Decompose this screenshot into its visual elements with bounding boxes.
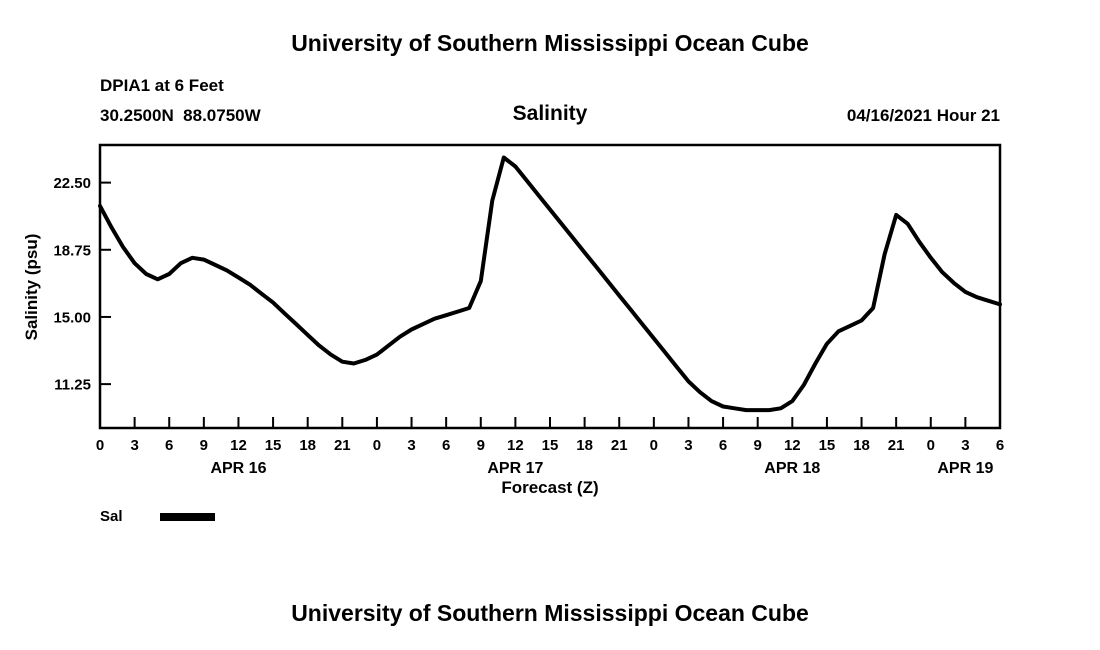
x-tick-label: 9	[477, 437, 485, 454]
day-label: APR 17	[487, 460, 543, 477]
day-label: APR 16	[210, 460, 266, 477]
x-tick-label: 15	[819, 437, 836, 454]
x-tick-label: 18	[853, 437, 870, 454]
x-tick-label: 21	[611, 437, 628, 454]
x-axis-label: Forecast (Z)	[501, 478, 599, 497]
x-tick-label: 0	[373, 437, 381, 454]
day-label: APR 18	[764, 460, 820, 477]
x-tick-label: 15	[265, 437, 282, 454]
legend-line-swatch	[160, 513, 215, 521]
y-tick-label: 11.25	[54, 377, 91, 394]
chart-title: Salinity	[512, 102, 588, 125]
salinity-series-line	[98, 155, 1002, 413]
x-tick-label: 9	[754, 437, 762, 454]
x-tick-label: 15	[542, 437, 559, 454]
x-tick-label: 0	[96, 437, 104, 454]
x-tick-label: 18	[299, 437, 316, 454]
x-tick-label: 3	[684, 437, 692, 454]
footer-title: University of Southern Mississippi Ocean…	[291, 600, 809, 626]
day-label: APR 19	[937, 460, 993, 477]
page-title: University of Southern Mississippi Ocean…	[291, 30, 809, 56]
station-coordinates: 30.2500N 88.0750W	[100, 106, 261, 125]
y-tick-label: 22.50	[53, 175, 91, 192]
x-tick-label: 12	[230, 437, 247, 454]
forecast-datetime: 04/16/2021 Hour 21	[846, 106, 1000, 125]
x-tick-label: 3	[961, 437, 969, 454]
x-tick-label: 12	[507, 437, 524, 454]
y-tick-label: 15.00	[53, 309, 91, 326]
x-tick-label: 0	[927, 437, 935, 454]
x-tick-label: 21	[334, 437, 351, 454]
x-tick-label: 9	[200, 437, 208, 454]
y-axis-label: Salinity (psu)	[22, 233, 41, 341]
x-tick-label: 3	[130, 437, 138, 454]
x-tick-label: 21	[888, 437, 905, 454]
y-tick-label: 18.75	[53, 242, 91, 259]
x-tick-label: 6	[442, 437, 450, 454]
legend-label: Sal	[100, 508, 123, 525]
x-tick-label: 0	[650, 437, 658, 454]
plot-border	[98, 143, 1002, 430]
x-tick-label: 12	[784, 437, 801, 454]
x-tick-label: 3	[407, 437, 415, 454]
x-tick-label: 6	[165, 437, 173, 454]
station-label: DPIA1 at 6 Feet	[100, 76, 224, 95]
x-tick-label: 6	[719, 437, 727, 454]
x-tick-label: 6	[996, 437, 1004, 454]
x-tick-label: 18	[576, 437, 593, 454]
